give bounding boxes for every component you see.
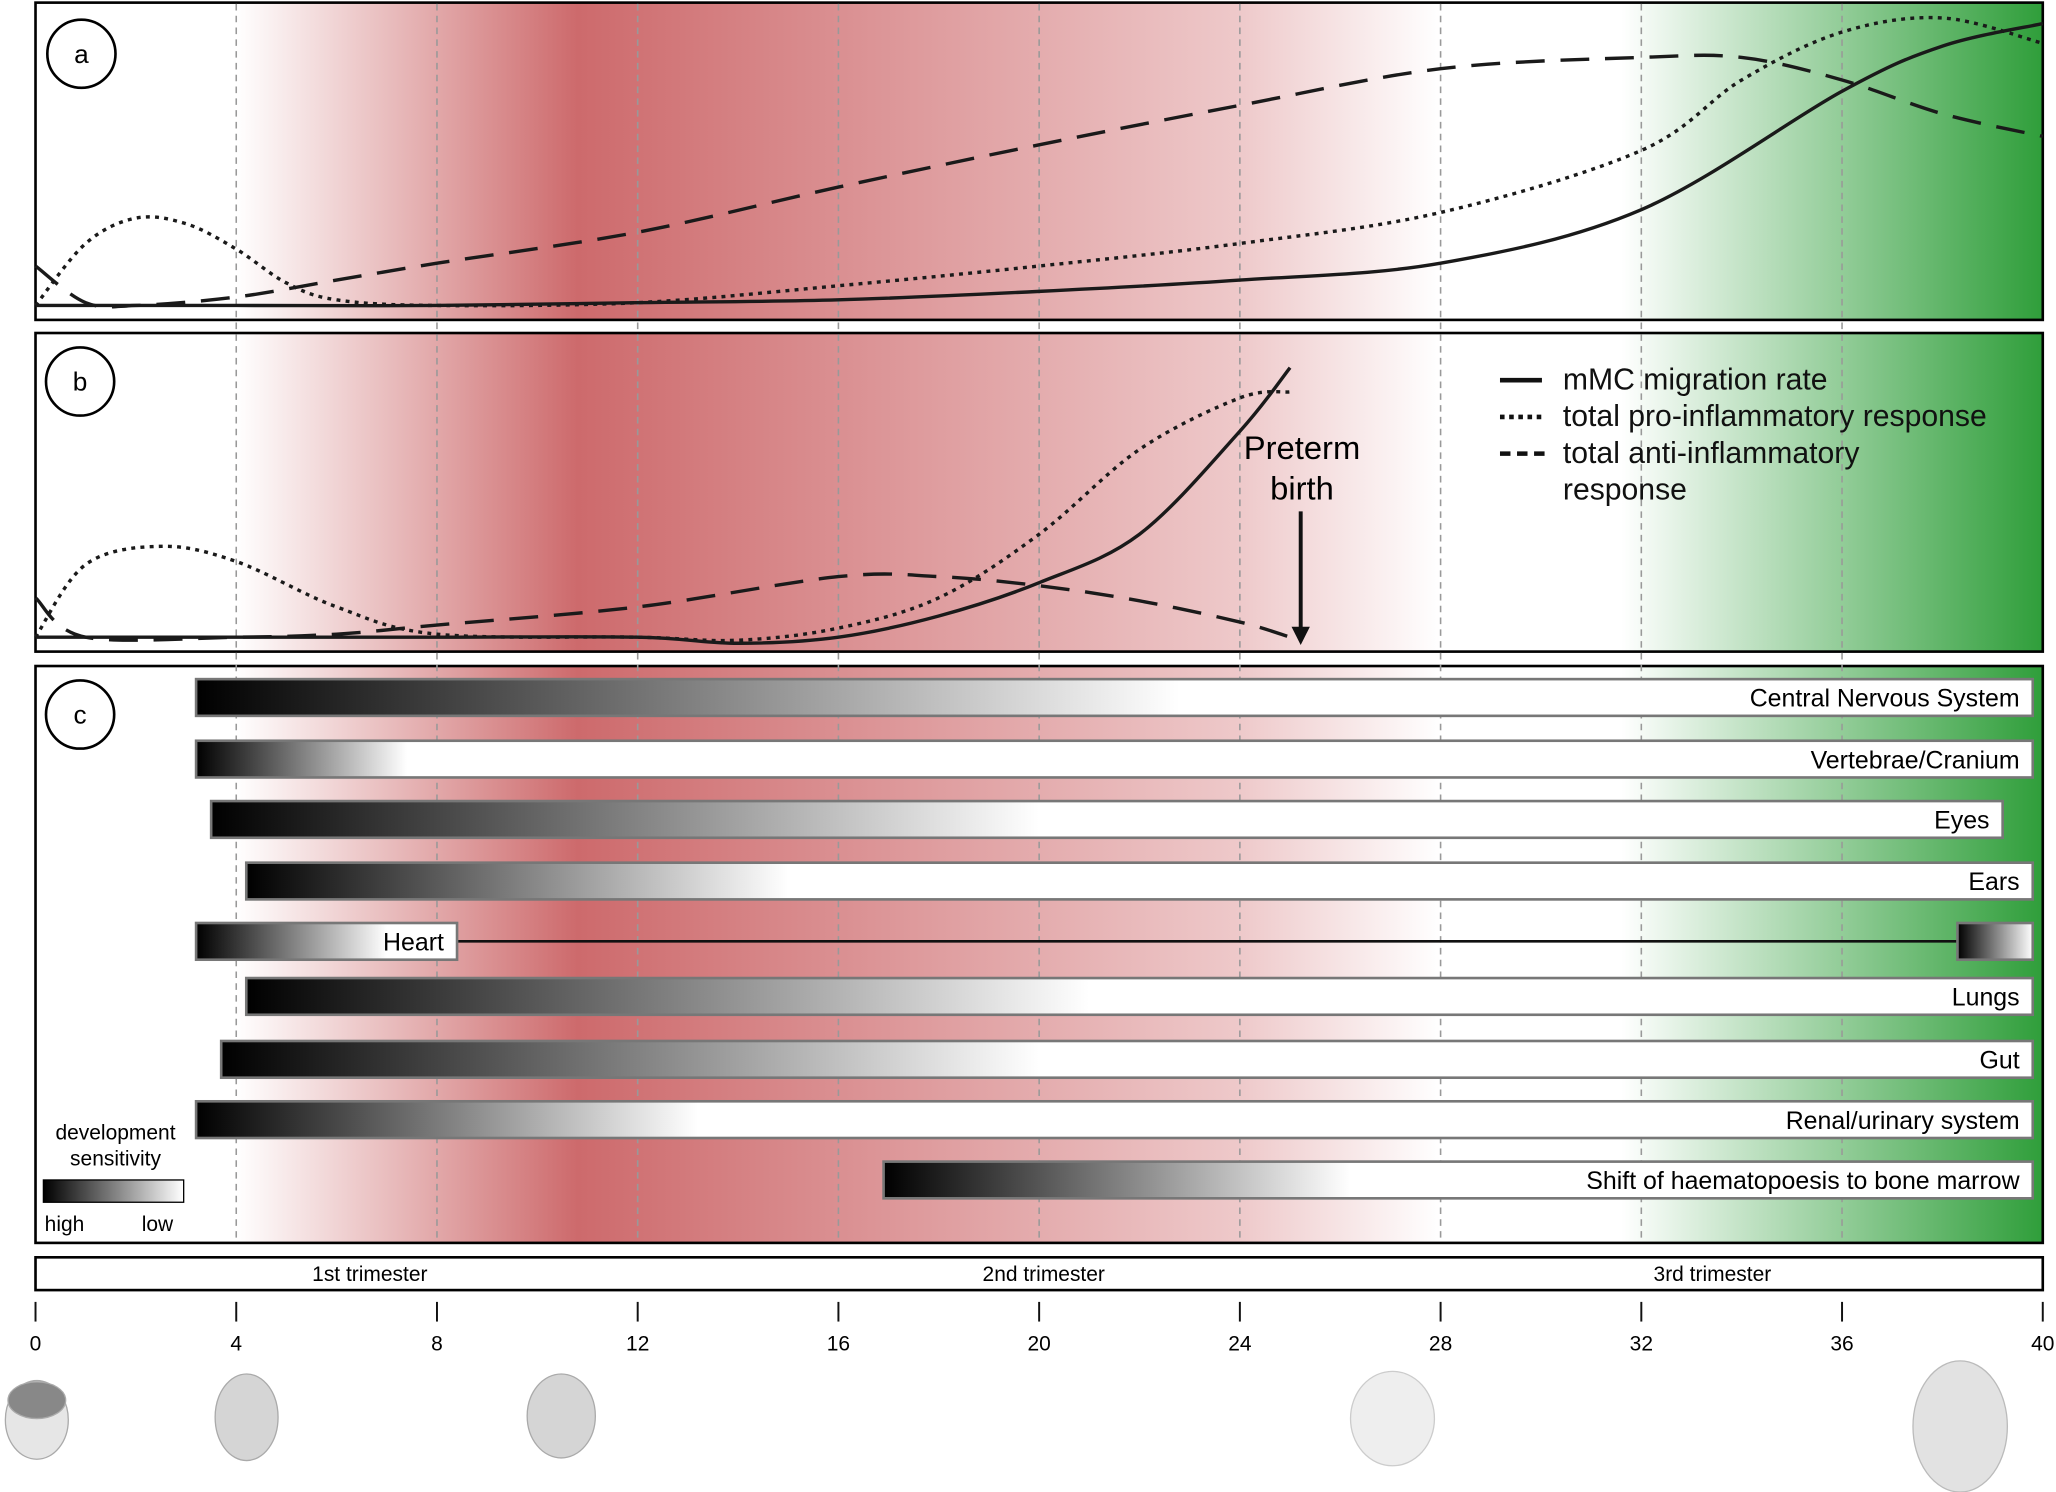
svg-text:c: c: [74, 700, 87, 730]
axis-tick-label: 16: [827, 1332, 850, 1355]
organ-bar-label: Gut: [1979, 1047, 2019, 1075]
panel-b-dashed-curve: [34, 572, 1291, 642]
organ-bar-rect: [244, 976, 2035, 1017]
legend-dashed-label: total anti-inflammatory: [1563, 437, 1860, 470]
heart-late-bar: [1956, 921, 2035, 962]
svg-text:b: b: [73, 367, 88, 397]
svg-text:a: a: [74, 39, 89, 69]
organ-bar-label: Central Nervous System: [1750, 685, 2020, 713]
svg-text:3rd trimester: 3rd trimester: [1654, 1263, 1772, 1286]
organ-bar-rect: [219, 1039, 2035, 1080]
blastocyst-icon: [4, 1379, 69, 1460]
sensitivity-legend: development sensitivity high low: [42, 1121, 185, 1236]
axis-tick-label: 12: [626, 1332, 649, 1355]
svg-text:Preterm: Preterm: [1244, 429, 1361, 466]
axis-tick-label: 32: [1630, 1332, 1653, 1355]
embryo-week4-icon: [214, 1373, 279, 1462]
legend-dashed-label-2: response: [1563, 474, 1687, 507]
svg-text:low: low: [142, 1213, 174, 1236]
organ-bar: Heart: [194, 921, 2035, 962]
organ-bar-rect: [209, 799, 2004, 840]
svg-text:2nd trimester: 2nd trimester: [983, 1263, 1105, 1286]
legend-solid-label: mMC migration rate: [1563, 363, 1828, 396]
organ-bar-rect: [194, 1099, 2035, 1140]
organ-bar: Lungs: [244, 976, 2035, 1017]
panel-label-a: a: [46, 18, 117, 90]
axis-tick-label: 24: [1228, 1332, 1252, 1355]
organ-bar-rect: [194, 921, 459, 962]
organ-bar: Ears: [244, 861, 2035, 901]
curves: [34, 15, 2044, 645]
organ-bar: Gut: [219, 1039, 2035, 1080]
embryo-week10-icon: [526, 1373, 597, 1459]
svg-text:development: development: [55, 1121, 175, 1144]
organ-bar-rect: [244, 861, 2035, 901]
organ-bar-rect: [194, 677, 2035, 718]
fetus-week27-icon: [1349, 1370, 1436, 1467]
svg-text:1st trimester: 1st trimester: [312, 1263, 427, 1286]
organ-bar: Renal/urinary system: [194, 1099, 2035, 1140]
axis-tick-label: 4: [230, 1332, 242, 1355]
organ-bar: Shift of haematopoesis to bone marrow: [882, 1160, 2035, 1200]
panel-b-solid-curve: [35, 366, 1292, 645]
svg-text:sensitivity: sensitivity: [70, 1148, 161, 1171]
organ-bar-label: Ears: [1968, 868, 2019, 896]
organ-bar-rect: [882, 1160, 2035, 1200]
panel-a-solid-curve: [35, 21, 2044, 308]
organ-bars: Central Nervous System Vertebrae/Cranium E…: [194, 677, 2035, 1200]
arrowhead-icon: [1291, 626, 1310, 646]
organ-bar-label: Heart: [383, 929, 444, 957]
axis-tick-label: 8: [431, 1332, 443, 1355]
panel-label-b: b: [44, 346, 116, 417]
organ-bar-label: Vertebrae/Cranium: [1811, 746, 2020, 774]
embryo-illustrations: [4, 1360, 2009, 1492]
legend: mMC migration rate total pro-inflammator…: [1499, 363, 1987, 507]
axis-tick-label: 28: [1429, 1332, 1452, 1355]
axis-tick-label: 36: [1830, 1332, 1853, 1355]
svg-text:high: high: [45, 1213, 85, 1236]
trimester-bar: 1st trimester 2nd trimester 3rd trimeste…: [34, 1256, 2045, 1292]
sensitivity-gradient: [42, 1179, 185, 1203]
panel-a-dotted-curve: [34, 15, 2044, 308]
organ-bar: Central Nervous System: [194, 677, 2035, 718]
svg-text:birth: birth: [1270, 470, 1334, 507]
panel-a-dashed-curve: [34, 53, 2044, 309]
axis-tick-label: 20: [1027, 1332, 1050, 1355]
organ-bar-label: Eyes: [1934, 807, 1989, 835]
preterm-annotation: Preterm birth: [1244, 429, 1361, 646]
organ-bar-rect: [194, 739, 2035, 779]
organ-bar-label: Shift of haematopoesis to bone marrow: [1586, 1167, 2020, 1195]
organ-bar: Vertebrae/Cranium: [194, 739, 2035, 779]
week-axis: 0 4 8 12 16 20 24 28 32 36 40: [30, 1301, 2054, 1355]
organ-bar-label: Lungs: [1952, 984, 2020, 1012]
axis-tick-label: 40: [2031, 1332, 2054, 1355]
organ-bar: Eyes: [209, 799, 2004, 840]
panel-b-dotted-curve: [34, 389, 1291, 643]
fetus-week40-icon: [1912, 1360, 2009, 1492]
axis-tick-label: 0: [30, 1332, 42, 1355]
legend-dotted-label: total pro-inflammatory response: [1563, 400, 1987, 433]
organ-bar-label: Renal/urinary system: [1786, 1107, 2020, 1135]
panel-label-c: c: [44, 679, 116, 750]
